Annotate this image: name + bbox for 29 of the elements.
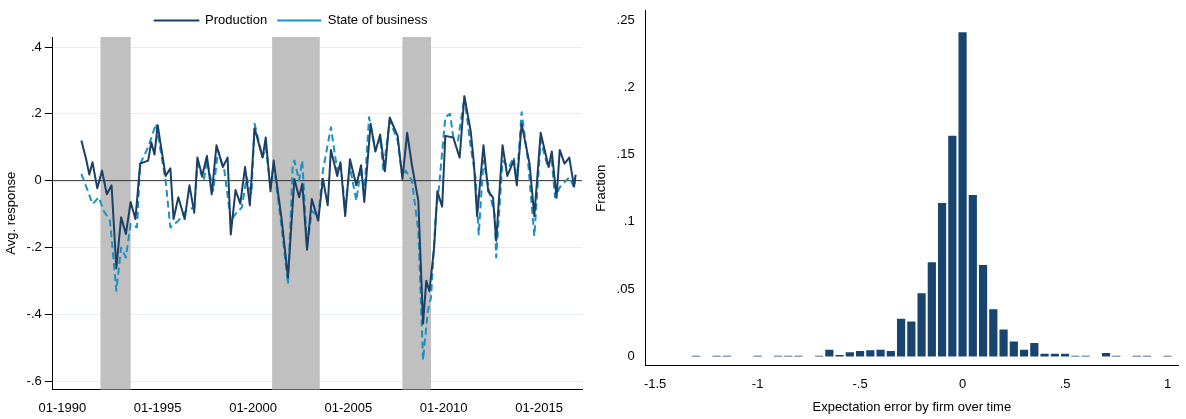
- x-tick-label: .5: [1059, 376, 1071, 392]
- legend-label: Production: [205, 12, 268, 28]
- y-tick-label: .1: [623, 213, 635, 229]
- x-tick-label: 01-2015: [515, 399, 563, 415]
- x-tick-label: 01-1990: [38, 399, 87, 415]
- x-tick-label: 01-2005: [324, 399, 373, 415]
- y-axis-title: Fraction: [593, 164, 609, 212]
- x-tick-label: 0: [958, 376, 967, 392]
- x-tick-label: -1.5: [643, 376, 667, 392]
- y-tick-label: -.6: [26, 372, 42, 388]
- x-tick-label: -1: [751, 376, 764, 392]
- y-tick-label: .05: [616, 280, 635, 296]
- y-tick-label: .2: [30, 105, 42, 121]
- x-axis-title: Expectation error by firm over time: [812, 398, 1012, 414]
- y-tick-label: 0: [627, 347, 635, 363]
- x-tick-label: 01-2010: [419, 399, 468, 415]
- y-axis-title: Avg. response: [3, 171, 19, 255]
- y-tick-label: .15: [616, 146, 635, 162]
- x-tick-label: 01-2000: [229, 399, 277, 415]
- y-tick-label: .4: [30, 38, 42, 54]
- y-tick-label: 0: [34, 172, 42, 188]
- y-tick-label: -.4: [26, 305, 42, 321]
- x-tick-label: -.5: [852, 376, 868, 392]
- y-tick-label: .25: [616, 11, 635, 27]
- y-tick-label: -.2: [26, 239, 42, 255]
- legend-label: State of business: [327, 12, 428, 28]
- x-tick-label: 01-1995: [133, 399, 182, 415]
- y-tick-label: .2: [623, 79, 635, 95]
- x-tick-label: 1: [1163, 376, 1172, 392]
